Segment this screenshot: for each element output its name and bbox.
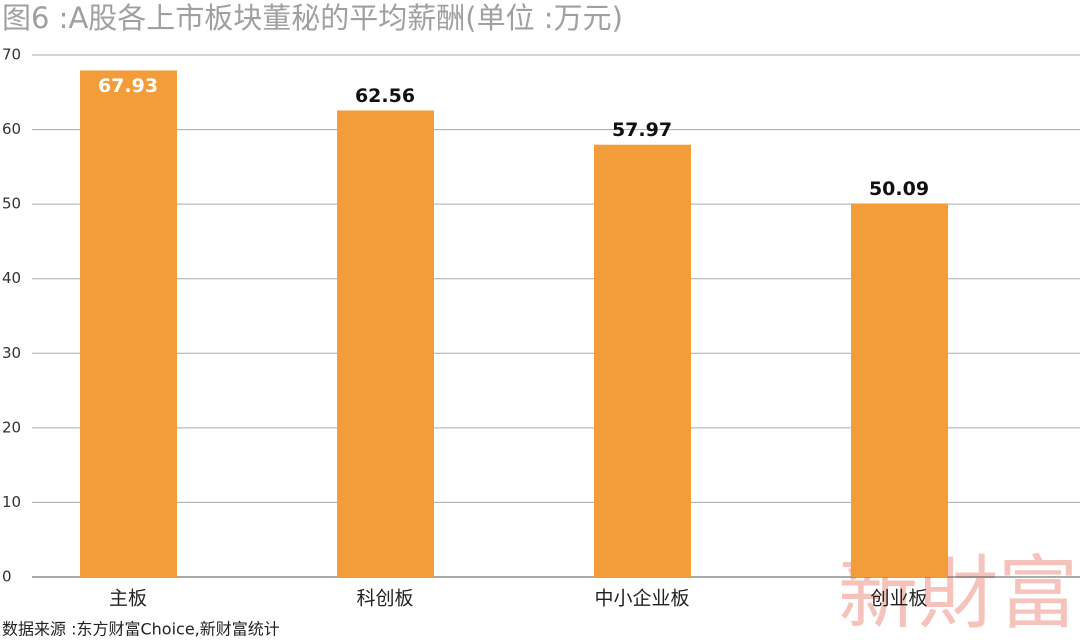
y-tick-label: 40 bbox=[2, 269, 21, 287]
bar bbox=[851, 203, 948, 577]
y-tick-label: 20 bbox=[2, 418, 21, 436]
y-tick-label: 50 bbox=[2, 195, 21, 213]
y-tick-label: 70 bbox=[2, 46, 21, 64]
bar bbox=[594, 144, 691, 578]
value-label: 50.09 bbox=[869, 178, 929, 200]
y-tick-label: 60 bbox=[2, 120, 21, 138]
source-note: 数据来源 :东方财富Choice,新财富统计 bbox=[2, 620, 280, 639]
x-tick-label: 创业板 bbox=[870, 588, 927, 610]
value-label: 57.97 bbox=[612, 119, 672, 141]
bar bbox=[80, 70, 177, 578]
value-label: 62.56 bbox=[355, 85, 415, 107]
x-tick-label: 中小企业板 bbox=[594, 588, 689, 610]
value-label: 67.93 bbox=[98, 75, 158, 97]
y-tick-label: 10 bbox=[2, 493, 21, 511]
bar bbox=[337, 110, 434, 577]
y-tick-label: 0 bbox=[2, 568, 12, 586]
x-tick-label: 主板 bbox=[109, 588, 147, 610]
chart-title: 图6 :A股各上市板块董秘的平均薪酬(单位 :万元) bbox=[2, 1, 623, 35]
x-tick-label: 科创板 bbox=[356, 588, 413, 610]
y-tick-label: 30 bbox=[2, 344, 21, 362]
